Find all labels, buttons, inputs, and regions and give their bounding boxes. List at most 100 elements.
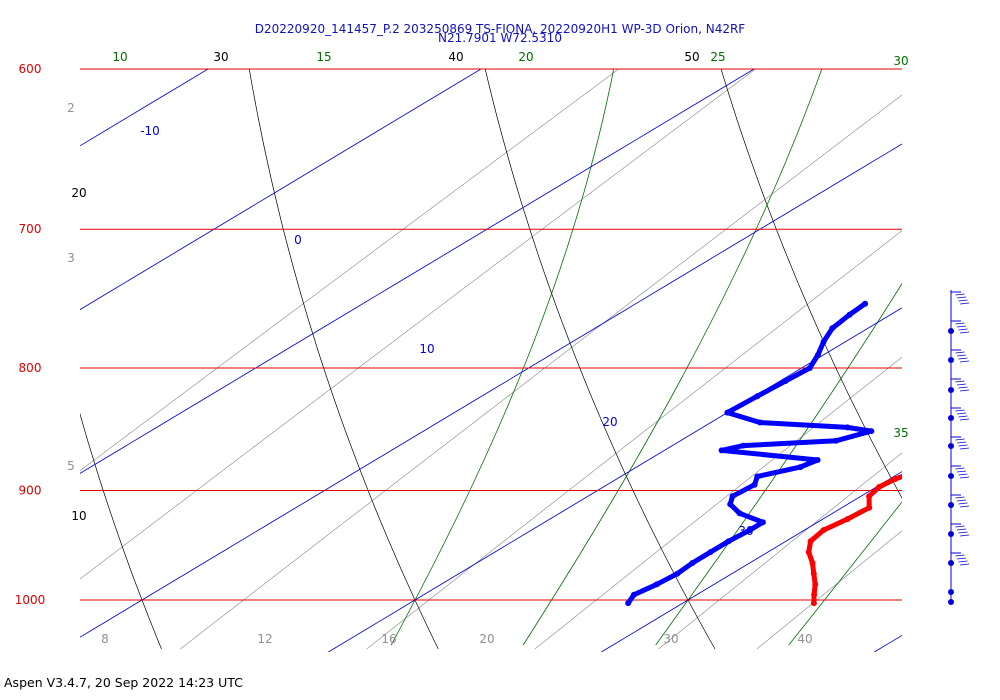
dewpoint-profile-point	[844, 424, 851, 431]
wind-barb	[951, 407, 970, 421]
mixing-ratio-label: 8	[101, 632, 109, 646]
moist-adiabat-line	[522, 69, 823, 646]
isobar-label: 800	[19, 361, 42, 375]
temperature-profile-point	[810, 570, 817, 577]
dewpoint-profile-point	[707, 549, 714, 556]
mixing-ratio-lines	[80, 69, 902, 650]
isotherm-line	[601, 471, 902, 652]
wind-barb	[951, 291, 970, 305]
wind-barb	[951, 436, 970, 450]
dewpoint-profile-point	[846, 311, 853, 318]
dry-adiabat-label: 20	[71, 186, 86, 200]
mixing-ratio-label: 30	[663, 632, 678, 646]
isobar-label: 600	[19, 62, 42, 76]
temperature-profile-point	[969, 450, 975, 456]
wind-barb-marker	[948, 589, 954, 595]
isotherm-line	[874, 634, 902, 652]
temperature-profile-point	[807, 538, 814, 545]
moist-adiabat-label: 15	[316, 50, 331, 64]
dewpoint-profile-point	[653, 581, 660, 588]
moist-adiabat-line	[655, 282, 902, 646]
dewpoint-profile-point	[814, 352, 821, 358]
dry-adiabat-line	[248, 69, 439, 650]
mixing-ratio-label: 20	[479, 632, 494, 646]
dry-adiabat-line	[484, 69, 716, 650]
dewpoint-profile-point	[820, 338, 827, 345]
wind-barbs	[948, 290, 970, 605]
dewpoint-profile-point	[630, 591, 637, 598]
dewpoint-profile-point	[814, 457, 821, 463]
wind-barb-marker	[948, 387, 954, 393]
dry-adiabat-label: 40	[448, 50, 463, 64]
wind-barb	[951, 494, 970, 508]
dewpoint-profile-point	[832, 437, 839, 444]
isotherm-label: -10	[140, 124, 160, 138]
temperature-profile-point	[866, 504, 873, 511]
dewpoint-profile-point	[782, 378, 789, 384]
temperature-profile-point	[809, 560, 816, 566]
moist-adiabat-label: 30	[893, 54, 908, 68]
moist-adiabat-label: 35	[893, 426, 908, 440]
isobar-label: 900	[19, 483, 42, 497]
dry-adiabat-line	[720, 69, 902, 499]
wind-barb-marker	[948, 328, 954, 334]
moist-adiabat-label: 10	[112, 50, 127, 64]
moist-adiabats	[390, 69, 902, 646]
footer-version: Aspen V3.4.7, 20 Sep 2022 14:23 UTC	[4, 675, 243, 690]
mixing-ratio-line	[756, 530, 902, 650]
dewpoint-profile-point	[797, 464, 804, 471]
dewpoint-profile-point	[829, 325, 836, 332]
moist-adiabat-line	[788, 501, 902, 646]
moist-adiabat-label: 20	[518, 50, 533, 64]
wind-barb-marker	[948, 443, 954, 449]
wind-barb-marker	[948, 415, 954, 421]
temperature-profile-point	[975, 456, 981, 462]
dewpoint-profile-point	[729, 493, 736, 500]
temperature-profile-point	[954, 435, 960, 441]
dewpoint-profile-point	[674, 570, 681, 577]
sounding-profiles	[625, 300, 981, 607]
temperature-profile-point	[812, 581, 819, 588]
isobar-label: 1000	[15, 593, 46, 607]
temperature-profile-point	[810, 600, 817, 607]
dewpoint-profile-point	[806, 365, 813, 371]
isotherm-line	[80, 69, 482, 311]
temperature-profile-point	[876, 484, 883, 490]
dewpoint-profile-point	[740, 442, 747, 449]
mixing-ratio-label: 3	[67, 251, 75, 265]
temperature-profile-point	[820, 527, 827, 534]
temperature-profile-line	[806, 473, 902, 606]
moist-adiabat-line	[390, 69, 615, 646]
wind-barb	[951, 523, 970, 537]
mixing-ratio-label: 2	[67, 101, 75, 115]
dewpoint-profile-point	[754, 393, 761, 400]
dewpoint-profile-point	[718, 447, 725, 454]
mixing-ratio-label: 40	[797, 632, 812, 646]
temperature-profile-point	[805, 549, 812, 556]
wind-barb	[951, 349, 970, 363]
isobars	[80, 68, 902, 601]
isotherm-label: 20	[602, 415, 617, 429]
dewpoint-profile-point	[759, 519, 766, 526]
wind-barb-marker	[948, 531, 954, 537]
dewpoint-profile-point	[724, 409, 731, 416]
mixing-ratio-line	[80, 69, 756, 580]
dry-adiabat-label: 10	[71, 509, 86, 523]
moist-adiabat-label: 25	[710, 50, 725, 64]
temperature-profile-point	[844, 516, 851, 522]
wind-barb-marker	[948, 357, 954, 363]
wind-barb	[951, 465, 970, 479]
temperature-profile-point	[919, 467, 925, 473]
dewpoint-profile-point	[757, 419, 763, 426]
mixing-ratio-label: 16	[381, 632, 396, 646]
dewpoint-profile-point	[862, 300, 869, 307]
mixing-ratio-label: 5	[67, 459, 75, 473]
chart-subtitle: N21.7901 W72.5310	[438, 31, 562, 45]
dewpoint-profile-point	[754, 473, 761, 480]
dewpoint-profile-point	[751, 481, 758, 488]
dewpoint-profile-point	[736, 510, 743, 517]
axis-labels: 600 700 800 900 1000 -10 0 10 20 30 30 40 50 20 10 10 15…	[15, 50, 909, 646]
wind-barb	[951, 320, 970, 334]
wind-barb-marker	[948, 473, 954, 479]
